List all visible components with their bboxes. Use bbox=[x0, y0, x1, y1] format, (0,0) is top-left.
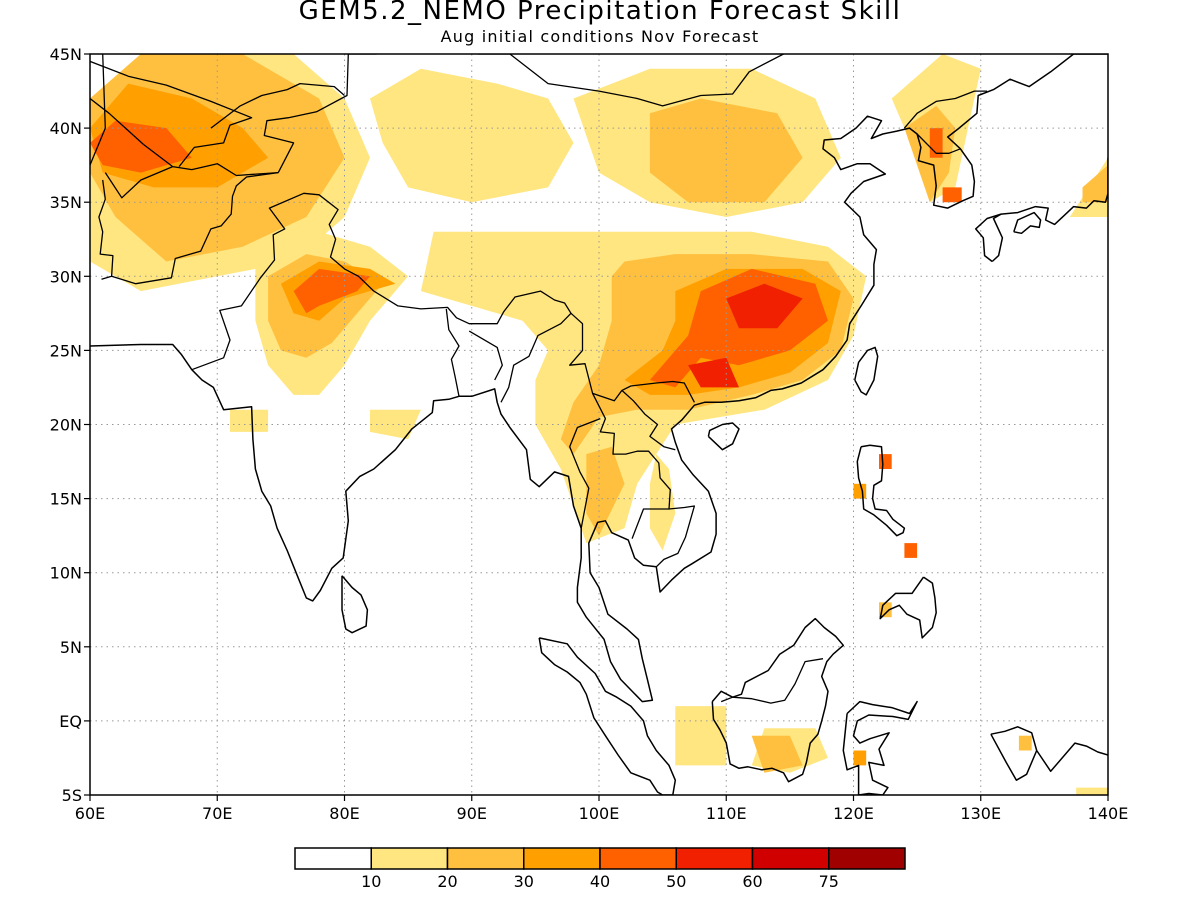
colorbar-swatch bbox=[294, 847, 372, 870]
coastline bbox=[856, 444, 906, 537]
chart-title: GEM5.2_NEMO Precipitation Forecast Skill bbox=[298, 0, 902, 26]
country-border bbox=[90, 97, 174, 168]
coastline bbox=[974, 157, 1108, 263]
country-border bbox=[655, 505, 696, 568]
country-border bbox=[348, 54, 786, 107]
skill-region-level-2 bbox=[649, 98, 803, 203]
y-tick-label: 30N bbox=[50, 267, 82, 286]
x-tick-label: 100E bbox=[579, 804, 620, 823]
skill-region-level-2 bbox=[586, 446, 625, 536]
x-tick-label: 90E bbox=[457, 804, 487, 823]
x-tick-label: 60E bbox=[75, 804, 105, 823]
skill-region-level-2 bbox=[751, 735, 803, 773]
skill-region-level-4 bbox=[90, 120, 192, 173]
x-axis: 60E 70E 80E 90E 100E 110E 120E 130E 140E bbox=[75, 795, 1129, 823]
country-border bbox=[263, 54, 349, 173]
coastline bbox=[879, 576, 937, 639]
country-border bbox=[104, 163, 279, 199]
country-border bbox=[569, 417, 601, 529]
colorbar-label: 20 bbox=[437, 872, 457, 891]
y-tick-label: 25N bbox=[50, 341, 82, 360]
colorbar-label: 30 bbox=[514, 872, 534, 891]
skill-region-level-1 bbox=[1076, 787, 1108, 795]
coastline bbox=[991, 213, 1004, 263]
x-tick-label: 140E bbox=[1088, 804, 1129, 823]
x-tick-label: 120E bbox=[833, 804, 874, 823]
y-tick-label: 40N bbox=[50, 119, 82, 138]
coastline bbox=[990, 726, 1108, 773]
colorbar: 10 20 30 40 50 60 75 bbox=[294, 847, 906, 891]
skill-region-level-4 bbox=[904, 543, 918, 558]
colorbar-label: 50 bbox=[666, 872, 686, 891]
skill-region-level-2 bbox=[1082, 165, 1108, 203]
country-border bbox=[445, 308, 460, 397]
y-tick-label: 45N bbox=[50, 45, 82, 64]
country-border bbox=[90, 54, 106, 166]
country-border bbox=[720, 658, 824, 704]
x-tick-label: 110E bbox=[706, 804, 747, 823]
skill-region-level-4 bbox=[942, 187, 962, 203]
country-border bbox=[98, 179, 114, 280]
coastline bbox=[854, 346, 879, 396]
skill-region-level-4 bbox=[879, 454, 892, 469]
skill-region-level-1 bbox=[675, 706, 727, 766]
coastline bbox=[707, 422, 740, 451]
coastline bbox=[711, 617, 845, 783]
skill-region-level-5 bbox=[688, 357, 739, 388]
y-tick-label: 5S bbox=[62, 786, 82, 805]
country-border bbox=[468, 330, 503, 381]
y-axis: 45N 40N 35N 30N 25N 20N 15N 10N 5N EQ 5S bbox=[50, 45, 90, 805]
skill-region-level-1 bbox=[649, 454, 676, 551]
colorbar-swatch bbox=[599, 847, 677, 870]
gridlines bbox=[90, 54, 1108, 795]
coastlines bbox=[90, 54, 1108, 795]
colorbar-swatch bbox=[828, 847, 906, 870]
country-borders bbox=[90, 54, 988, 704]
colorbar-swatch bbox=[446, 847, 525, 870]
coastline bbox=[1013, 211, 1042, 235]
country-border bbox=[210, 82, 345, 129]
y-tick-label: 5N bbox=[60, 638, 82, 657]
skill-region-level-2 bbox=[1018, 735, 1032, 751]
colorbar-label: 40 bbox=[590, 872, 610, 891]
skill-shading bbox=[90, 54, 1108, 795]
coastline bbox=[990, 733, 1038, 781]
skill-region-level-1 bbox=[230, 409, 269, 432]
colorbar-label: 75 bbox=[819, 872, 839, 891]
y-tick-label: 15N bbox=[50, 490, 82, 509]
y-tick-label: 10N bbox=[50, 564, 82, 583]
skill-region-level-3 bbox=[853, 750, 867, 766]
skill-region-level-3 bbox=[853, 483, 867, 499]
country-border bbox=[569, 312, 695, 403]
coastline bbox=[538, 637, 677, 795]
x-tick-label: 80E bbox=[329, 804, 359, 823]
country-border bbox=[903, 90, 988, 129]
y-tick-label: EQ bbox=[59, 712, 82, 731]
x-tick-label: 70E bbox=[202, 804, 232, 823]
skill-region-level-1 bbox=[370, 409, 421, 440]
skill-region-level-4 bbox=[293, 268, 370, 314]
colorbar-swatch bbox=[523, 847, 601, 870]
coastline bbox=[842, 700, 918, 795]
x-tick-label: 130E bbox=[960, 804, 1001, 823]
country-border bbox=[621, 389, 676, 451]
skill-region-level-1 bbox=[370, 68, 574, 203]
country-border bbox=[916, 133, 961, 154]
coastline bbox=[341, 575, 369, 634]
y-tick-label: 20N bbox=[50, 416, 82, 435]
country-border bbox=[592, 393, 671, 539]
coastline bbox=[90, 54, 1108, 703]
colorbar-swatch bbox=[370, 847, 449, 870]
colorbar-label: 10 bbox=[361, 872, 381, 891]
skill-region-level-5 bbox=[726, 283, 803, 329]
chart-subtitle: Aug initial conditions Nov Forecast bbox=[440, 27, 760, 46]
country-border bbox=[111, 171, 279, 285]
colorbar-label: 60 bbox=[742, 872, 762, 891]
country-border bbox=[90, 60, 253, 168]
y-tick-label: 35N bbox=[50, 193, 82, 212]
colorbar-swatch bbox=[675, 847, 754, 870]
colorbar-swatch bbox=[751, 847, 830, 870]
